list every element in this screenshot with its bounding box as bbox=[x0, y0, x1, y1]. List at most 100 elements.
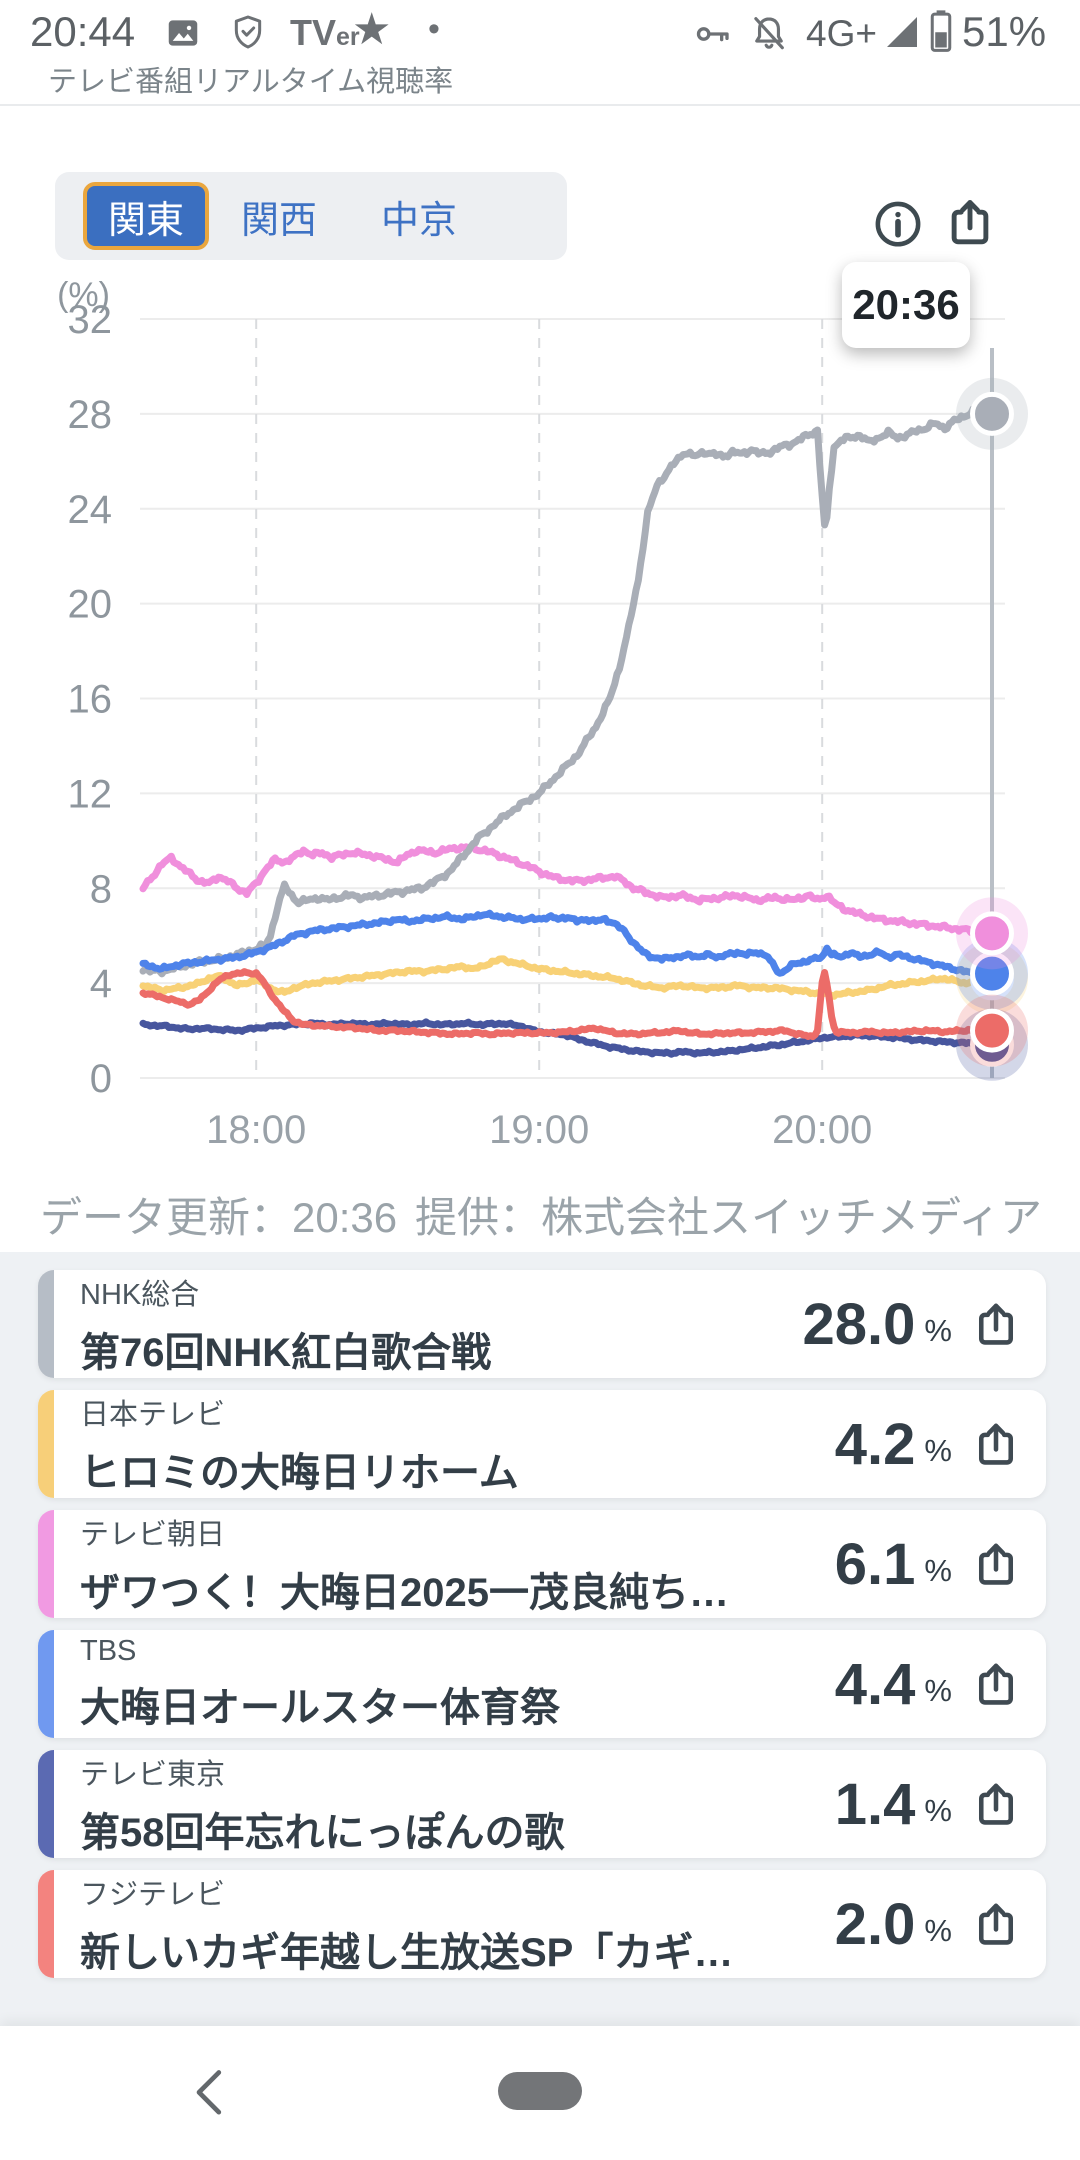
end-marker-cx[interactable] bbox=[970, 1008, 1014, 1053]
network-label: 4G+ bbox=[806, 13, 877, 54]
end-marker-ex[interactable] bbox=[970, 911, 1014, 956]
channel-name: フジテレビ bbox=[80, 1878, 226, 1911]
channel-name: 日本テレビ bbox=[80, 1398, 226, 1431]
rating-unit: % bbox=[924, 1793, 952, 1828]
share-icon bbox=[978, 1663, 1014, 1705]
dot-icon: • bbox=[428, 10, 440, 48]
y-tick-label: 16 bbox=[68, 678, 113, 722]
system-nav-bar bbox=[0, 2026, 1080, 2160]
rating-value: 6.1 bbox=[834, 1531, 916, 1597]
y-tick-label: 0 bbox=[90, 1057, 112, 1101]
signal-icon bbox=[884, 14, 920, 55]
rating-unit: % bbox=[924, 1553, 952, 1588]
y-tick-label: 24 bbox=[68, 488, 113, 532]
program-title: 第76回NHK紅白歌合戦 bbox=[80, 1330, 492, 1375]
channel-card-ntv: 日本テレビ ヒロミの大晦日リホーム 4.2 % bbox=[38, 1390, 1046, 1498]
channel-color-bar bbox=[38, 1270, 54, 1378]
channel-color-bar bbox=[38, 1510, 54, 1618]
channel-card-cx: フジテレビ 新しいカギ年越し生放送SP「カギダンスス… 2.0 % bbox=[38, 1870, 1046, 1978]
channel-name: テレビ朝日 bbox=[80, 1518, 226, 1551]
bell-off-icon bbox=[748, 12, 790, 59]
series-line-tx bbox=[139, 1018, 996, 1058]
y-tick-label: 12 bbox=[68, 772, 113, 816]
shield-check-icon bbox=[228, 12, 268, 57]
series-line-ex bbox=[139, 842, 996, 937]
program-title: ザワつく！大晦日2025一茂良純ちさ子の会 bbox=[80, 1570, 766, 1615]
channel-list: NHK総合 第76回NHK紅白歌合戦 28.0 % 日本テレビ ヒロミの大晦日リ… bbox=[0, 1252, 1080, 2026]
end-marker-nhk[interactable] bbox=[970, 391, 1014, 436]
page-title: テレビ番組リアルタイム視聴率 bbox=[48, 66, 454, 98]
rating-unit: % bbox=[924, 1673, 952, 1708]
channel-name: テレビ東京 bbox=[80, 1758, 226, 1791]
channel-color-bar bbox=[38, 1750, 54, 1858]
rating-value: 28.0 bbox=[802, 1291, 916, 1357]
cursor-time-tooltip: 20:36 bbox=[842, 262, 970, 348]
key-icon bbox=[692, 14, 732, 59]
share-icon bbox=[942, 199, 998, 253]
series-line-nhk bbox=[139, 405, 996, 978]
header-divider bbox=[0, 104, 1080, 106]
program-title: 新しいカギ年越し生放送SP「カギダンスス… bbox=[80, 1930, 766, 1975]
clock: 20:44 bbox=[30, 8, 136, 55]
rating-unit: % bbox=[924, 1433, 952, 1468]
rating-value: 1.4 bbox=[834, 1771, 916, 1837]
channel-color-bar bbox=[38, 1390, 54, 1498]
region-tab-bar: 関東 関西 中京 bbox=[55, 172, 567, 260]
x-tick-label: 18:00 bbox=[206, 1108, 306, 1152]
star-icon: ★ bbox=[352, 5, 392, 54]
chart-share-button[interactable] bbox=[942, 194, 998, 250]
y-tick-label: 28 bbox=[68, 393, 113, 437]
photo-icon bbox=[164, 14, 202, 57]
series-line-ntv bbox=[139, 955, 996, 1000]
row-share-button[interactable] bbox=[970, 1298, 1022, 1350]
row-share-button[interactable] bbox=[970, 1658, 1022, 1710]
battery-percent: 51% bbox=[962, 8, 1047, 55]
info-icon bbox=[872, 201, 924, 253]
channel-name: TBS bbox=[80, 1635, 137, 1667]
tab-chukyo[interactable]: 中京 bbox=[349, 188, 489, 245]
channel-card-nhk: NHK総合 第76回NHK紅白歌合戦 28.0 % bbox=[38, 1270, 1046, 1378]
y-tick-label: 8 bbox=[90, 867, 112, 911]
series-line-cx bbox=[139, 968, 996, 1041]
data-updated-label: データ更新：20:36 bbox=[40, 1194, 398, 1241]
share-icon bbox=[978, 1303, 1014, 1345]
program-title: 大晦日オールスター体育祭 bbox=[80, 1686, 560, 1730]
share-icon bbox=[978, 1543, 1014, 1585]
row-share-button[interactable] bbox=[970, 1418, 1022, 1470]
row-share-button[interactable] bbox=[970, 1778, 1022, 1830]
program-title: ヒロミの大晦日リホーム bbox=[80, 1450, 519, 1495]
info-button[interactable] bbox=[872, 196, 924, 250]
channel-color-bar bbox=[38, 1870, 54, 1978]
row-share-button[interactable] bbox=[970, 1538, 1022, 1590]
series-line-tbs bbox=[139, 909, 996, 980]
y-axis-unit-label: (%) bbox=[57, 276, 110, 314]
x-tick-label: 19:00 bbox=[489, 1108, 589, 1152]
rating-unit: % bbox=[924, 1913, 952, 1948]
back-chevron-icon bbox=[196, 2070, 222, 2115]
ratings-chart[interactable]: 0 4 8 12 16 20 24 28 32(%) 18:00 19:00 20:00 bbox=[0, 0, 1080, 1180]
row-share-button[interactable] bbox=[970, 1898, 1022, 1950]
home-pill[interactable] bbox=[498, 2072, 582, 2110]
y-tick-label: 32 bbox=[68, 298, 113, 342]
tab-kanto[interactable]: 関東 bbox=[83, 182, 209, 250]
rating-value: 4.2 bbox=[834, 1411, 916, 1477]
channel-card-tbs: TBS 大晦日オールスター体育祭 4.4 % bbox=[38, 1630, 1046, 1738]
rating-unit: % bbox=[924, 1313, 952, 1348]
x-tick-label: 20:00 bbox=[772, 1108, 872, 1152]
back-button[interactable] bbox=[185, 2062, 241, 2118]
tab-kansai[interactable]: 関西 bbox=[209, 188, 349, 245]
share-icon bbox=[978, 1783, 1014, 1825]
channel-name: NHK総合 bbox=[80, 1278, 200, 1311]
rating-value: 2.0 bbox=[834, 1891, 916, 1957]
channel-color-bar bbox=[38, 1630, 54, 1738]
tver-logo: TVer bbox=[290, 12, 360, 53]
channel-card-tx: テレビ東京 第58回年忘れにっぽんの歌 1.4 % bbox=[38, 1750, 1046, 1858]
y-tick-label: 20 bbox=[68, 583, 113, 627]
channel-card-ex: テレビ朝日 ザワつく！大晦日2025一茂良純ちさ子の会 6.1 % bbox=[38, 1510, 1046, 1618]
y-tick-label: 4 bbox=[90, 962, 112, 1006]
share-icon bbox=[978, 1423, 1014, 1465]
program-title: 第58回年忘れにっぽんの歌 bbox=[80, 1810, 565, 1855]
rating-value: 4.4 bbox=[834, 1651, 916, 1717]
battery-icon bbox=[926, 8, 956, 59]
